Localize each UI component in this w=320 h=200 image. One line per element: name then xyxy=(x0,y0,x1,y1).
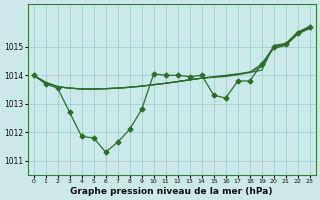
X-axis label: Graphe pression niveau de la mer (hPa): Graphe pression niveau de la mer (hPa) xyxy=(70,187,273,196)
